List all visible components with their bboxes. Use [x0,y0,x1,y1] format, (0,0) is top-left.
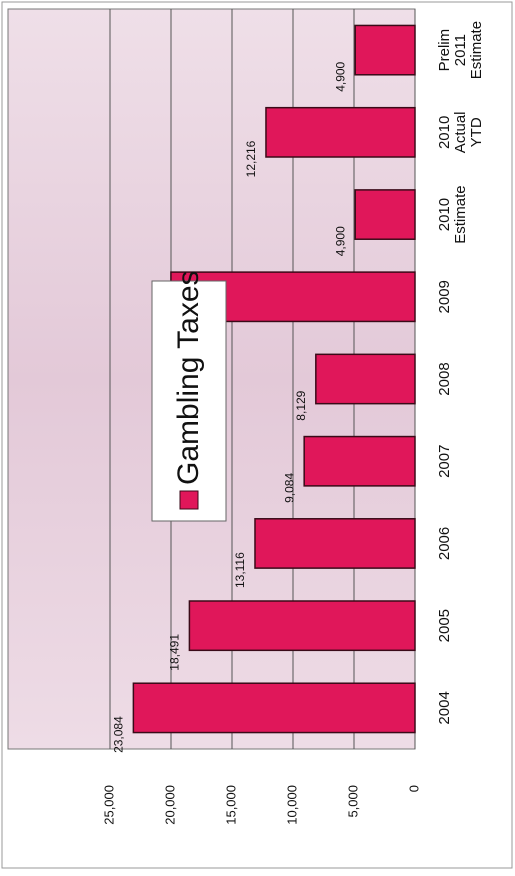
bar [188,600,416,652]
bar [265,106,416,158]
x-tick-label-line: 2004 [436,691,453,724]
x-tick-label: 2010ActualYTD [436,111,485,153]
data-label: 4,900 [333,61,347,91]
x-tick-label-line: 2008 [436,362,453,395]
data-label: 4,900 [333,226,347,256]
x-tick-label-line: 2005 [436,609,453,642]
bar [354,24,416,76]
data-label: 23,084 [112,716,126,753]
legend-swatch [179,490,199,510]
bar [132,682,416,734]
y-tick-label: 0 [406,785,421,792]
bar [315,353,416,405]
data-label: 18,491 [168,634,182,671]
data-label: 12,216 [244,140,258,177]
x-tick-label: Prelim2011Estimate [436,21,485,79]
data-label: 9,084 [282,473,296,503]
x-tick-label: 2006 [436,527,453,560]
x-tick-label-line: 2010 [436,116,453,149]
x-tick-label-line: 2010 [436,198,453,231]
rotated-chart: 0 5,000 10,000 15,000 20,000 25,000 23,084 18,4… [7,8,485,825]
x-tick-label-line: YTD [468,117,485,147]
data-label: 8,129 [294,390,308,420]
x-tick-label: 2010Estimate [436,185,469,243]
legend-text: Gambling Taxes [172,270,205,485]
y-tick-label: 20,000 [162,785,177,825]
x-tick-label: 2004 [436,691,453,724]
bar [354,189,416,240]
x-tick-label-line: 2009 [436,280,453,313]
x-tick-label-line: 2007 [436,445,453,478]
x-tick-label-line: Actual [452,111,469,153]
bar [254,518,416,569]
x-tick-label: 2008 [436,362,453,395]
x-tick-label-line: 2011 [452,34,469,66]
x-tick-label: 2009 [436,280,453,313]
legend-box [151,280,227,522]
y-tick-label: 10,000 [284,785,299,825]
x-tick-label: 2007 [436,445,453,478]
y-tick-label: 25,000 [101,785,116,825]
x-tick-label-line: Prelim [436,29,453,72]
x-tick-label-line: Estimate [468,21,485,79]
y-tick-label: 5,000 [345,785,360,818]
x-tick-label: 2005 [436,609,453,642]
y-tick-label: 15,000 [223,785,238,825]
bar [303,435,416,487]
x-tick-label-line: Estimate [452,185,469,243]
x-tick-label-line: 2006 [436,527,453,560]
data-label: 13,116 [233,552,247,588]
